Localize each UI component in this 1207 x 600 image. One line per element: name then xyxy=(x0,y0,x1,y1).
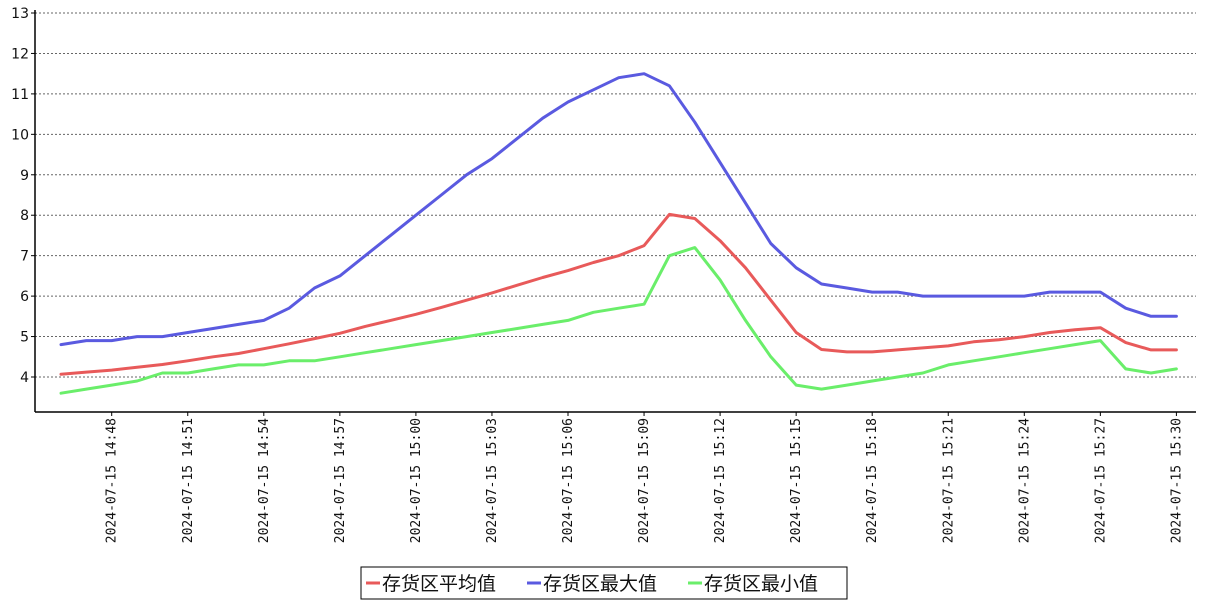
x-tick-label: 2024-07-15 14:57 xyxy=(333,418,348,543)
y-tick-label: 4 xyxy=(20,370,29,386)
series-line-2 xyxy=(59,72,1178,347)
x-tick-label: 2024-07-15 15:21 xyxy=(941,418,956,543)
y-tick-label: 9 xyxy=(20,168,29,184)
y-tick-label: 10 xyxy=(11,127,29,143)
legend-label: 存货区最小值 xyxy=(704,573,818,595)
y-tick-label: 7 xyxy=(20,249,29,265)
legend-items: 存货区平均值 存货区最大值 存货区最小值 xyxy=(366,573,818,595)
y-tick-label: 5 xyxy=(20,330,29,346)
axes xyxy=(34,10,1196,413)
x-tick-label: 2024-07-15 15:30 xyxy=(1169,418,1184,543)
x-tick-label: 2024-07-15 15:03 xyxy=(485,418,500,543)
x-tick-label: 2024-07-15 15:12 xyxy=(713,418,728,543)
series-line-3 xyxy=(59,246,1178,395)
series-line-1 xyxy=(59,212,1178,376)
y-tick-label: 12 xyxy=(11,46,29,62)
x-tick-label: 2024-07-15 15:00 xyxy=(409,418,424,543)
legend-label: 存货区平均值 xyxy=(382,573,496,595)
y-tick-label: 8 xyxy=(20,208,29,224)
x-tick-label: 2024-07-15 15:09 xyxy=(637,418,652,543)
x-tick-label: 2024-07-15 15:06 xyxy=(561,418,576,543)
x-tick-label: 2024-07-15 15:24 xyxy=(1017,418,1032,543)
x-tick-label: 2024-07-15 15:15 xyxy=(789,418,804,543)
y-tick-label: 6 xyxy=(20,289,29,305)
y-tick-labels: 4 5 6 7 8 9 10 11 12 13 xyxy=(11,6,29,386)
x-tick-label: 2024-07-15 15:18 xyxy=(865,418,880,543)
x-tick-label: 2024-07-15 14:48 xyxy=(105,418,120,543)
legend-label: 存货区最大值 xyxy=(543,573,657,595)
x-tick-label: 2024-07-15 14:54 xyxy=(257,418,272,543)
legend-box xyxy=(360,566,848,600)
x-tick-label: 2024-07-15 14:51 xyxy=(181,418,196,543)
gridlines xyxy=(31,12,1196,378)
y-tick-label: 13 xyxy=(11,6,29,22)
x-tick-labels: 2024-07-15 14:48 2024-07-15 14:51 2024-07-… xyxy=(105,412,1184,543)
x-tick-label: 2024-07-15 15:27 xyxy=(1093,418,1108,543)
legend: 存货区平均值 存货区最大值 存货区最小值 xyxy=(360,566,848,600)
series-lines xyxy=(59,72,1178,395)
y-tick-label: 11 xyxy=(11,87,29,103)
